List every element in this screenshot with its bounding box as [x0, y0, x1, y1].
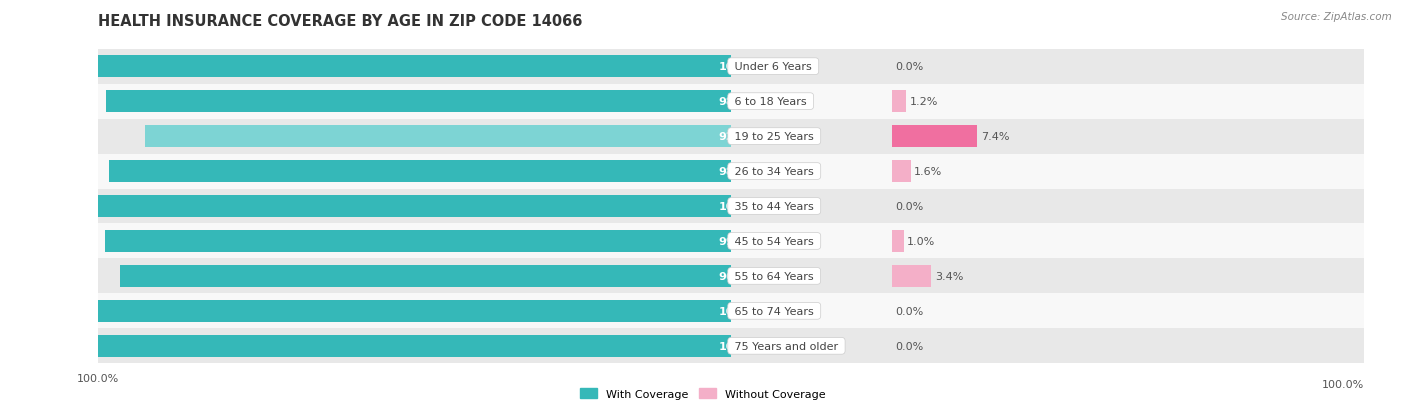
- Text: 1.0%: 1.0%: [907, 236, 935, 247]
- Bar: [98, 259, 731, 294]
- Text: 1.2%: 1.2%: [910, 97, 938, 107]
- Bar: [731, 84, 1364, 119]
- Bar: [98, 294, 731, 329]
- Bar: [108, 161, 731, 183]
- Text: 6 to 18 Years: 6 to 18 Years: [731, 97, 810, 107]
- Text: 7.4%: 7.4%: [981, 132, 1010, 142]
- Bar: [98, 84, 731, 119]
- Bar: [98, 300, 731, 322]
- Text: 0.0%: 0.0%: [896, 341, 924, 351]
- Bar: [731, 224, 1364, 259]
- Text: Under 6 Years: Under 6 Years: [731, 62, 815, 72]
- Bar: [98, 196, 731, 217]
- Bar: [731, 119, 1364, 154]
- Text: 75 Years and older: 75 Years and older: [731, 341, 842, 351]
- Bar: [893, 266, 931, 287]
- Text: 100.0%: 100.0%: [718, 341, 765, 351]
- Bar: [731, 294, 1364, 329]
- Bar: [893, 126, 977, 147]
- Bar: [145, 126, 731, 147]
- Bar: [731, 189, 1364, 224]
- Bar: [98, 189, 731, 224]
- Text: 1.6%: 1.6%: [914, 166, 942, 177]
- Bar: [731, 50, 1364, 84]
- Text: 99.0%: 99.0%: [718, 236, 758, 247]
- Text: 98.4%: 98.4%: [718, 166, 758, 177]
- Text: 92.6%: 92.6%: [718, 132, 758, 142]
- Bar: [98, 56, 731, 78]
- Text: 3.4%: 3.4%: [935, 271, 963, 281]
- Bar: [98, 329, 731, 363]
- Bar: [98, 335, 731, 357]
- Text: 26 to 34 Years: 26 to 34 Years: [731, 166, 817, 177]
- Bar: [98, 50, 731, 84]
- Bar: [731, 154, 1364, 189]
- Text: 55 to 64 Years: 55 to 64 Years: [731, 271, 817, 281]
- Bar: [731, 329, 1364, 363]
- Bar: [98, 224, 731, 259]
- Text: 35 to 44 Years: 35 to 44 Years: [731, 202, 817, 211]
- Text: 100.0%: 100.0%: [718, 306, 765, 316]
- Text: 0.0%: 0.0%: [896, 202, 924, 211]
- Bar: [893, 161, 911, 183]
- Text: 0.0%: 0.0%: [896, 306, 924, 316]
- Text: HEALTH INSURANCE COVERAGE BY AGE IN ZIP CODE 14066: HEALTH INSURANCE COVERAGE BY AGE IN ZIP …: [98, 14, 583, 29]
- Text: 100.0%: 100.0%: [718, 202, 765, 211]
- Text: 98.8%: 98.8%: [718, 97, 758, 107]
- Text: 45 to 54 Years: 45 to 54 Years: [731, 236, 817, 247]
- Bar: [105, 230, 731, 252]
- Text: 65 to 74 Years: 65 to 74 Years: [731, 306, 817, 316]
- Bar: [731, 259, 1364, 294]
- Legend: With Coverage, Without Coverage: With Coverage, Without Coverage: [576, 384, 830, 404]
- Text: Source: ZipAtlas.com: Source: ZipAtlas.com: [1281, 12, 1392, 22]
- Text: 96.6%: 96.6%: [718, 271, 758, 281]
- Text: 0.0%: 0.0%: [896, 62, 924, 72]
- Text: 100.0%: 100.0%: [718, 62, 765, 72]
- Bar: [893, 91, 905, 113]
- Bar: [98, 119, 731, 154]
- Bar: [120, 266, 731, 287]
- Bar: [98, 154, 731, 189]
- Text: 19 to 25 Years: 19 to 25 Years: [731, 132, 817, 142]
- Text: 100.0%: 100.0%: [1322, 379, 1364, 389]
- Bar: [893, 230, 904, 252]
- Bar: [105, 91, 731, 113]
